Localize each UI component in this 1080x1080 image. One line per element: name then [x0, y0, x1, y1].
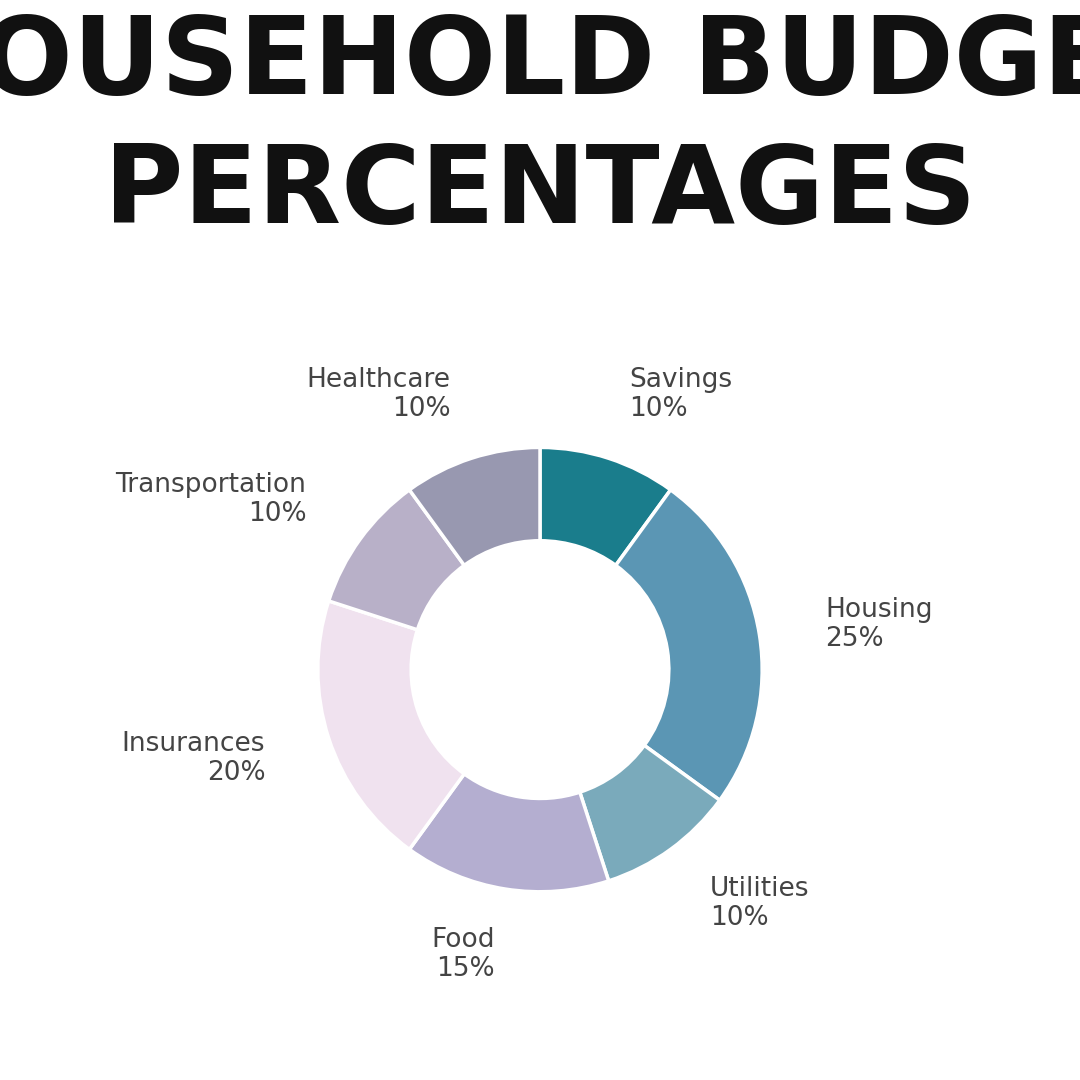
- Text: 20%: 20%: [206, 760, 266, 786]
- Text: Healthcare: Healthcare: [307, 367, 450, 393]
- Text: Food: Food: [431, 928, 495, 954]
- Text: 25%: 25%: [825, 625, 883, 652]
- Text: Savings: Savings: [630, 367, 732, 393]
- Text: Housing: Housing: [825, 597, 933, 623]
- Wedge shape: [328, 490, 464, 630]
- Wedge shape: [616, 490, 762, 800]
- Text: 15%: 15%: [436, 956, 495, 983]
- Text: 10%: 10%: [630, 396, 688, 422]
- Text: PERCENTAGES: PERCENTAGES: [104, 140, 976, 246]
- Wedge shape: [409, 774, 609, 892]
- Text: 10%: 10%: [247, 501, 307, 527]
- Text: Transportation: Transportation: [116, 472, 307, 498]
- Wedge shape: [580, 745, 719, 881]
- Wedge shape: [318, 600, 464, 849]
- Wedge shape: [409, 447, 540, 565]
- Text: 10%: 10%: [710, 905, 768, 931]
- Text: Insurances: Insurances: [122, 731, 266, 757]
- Wedge shape: [540, 447, 671, 565]
- Text: HOUSEHOLD BUDGET: HOUSEHOLD BUDGET: [0, 11, 1080, 117]
- Text: 10%: 10%: [392, 396, 450, 422]
- Text: Utilities: Utilities: [710, 876, 809, 902]
